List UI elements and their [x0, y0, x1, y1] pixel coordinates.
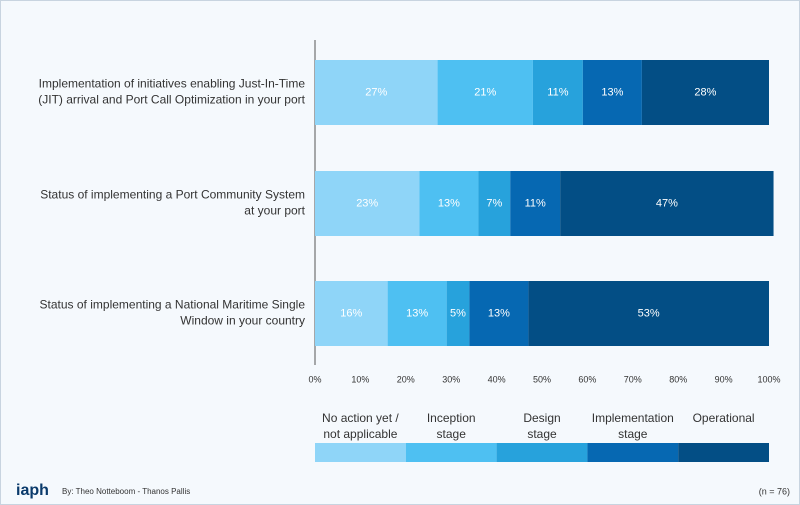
legend-label: Implementation stage — [592, 411, 674, 441]
x-tick-label: 10% — [351, 374, 369, 384]
x-tick-label: 100% — [757, 374, 780, 384]
bar-segment — [437, 60, 533, 125]
bar-segment — [510, 171, 561, 236]
bar-segment — [582, 60, 642, 125]
bar-segment — [315, 281, 388, 346]
legend-swatch — [678, 443, 769, 462]
bar-segment — [641, 60, 769, 125]
bar-segment — [387, 281, 447, 346]
bar-segment — [315, 171, 420, 236]
value-label: 53% — [638, 307, 660, 319]
bar-segment — [532, 60, 583, 125]
legend-swatch — [315, 443, 406, 462]
value-label: 11% — [547, 86, 568, 98]
x-tick-label: 50% — [533, 374, 551, 384]
credit: By: Theo Notteboom - Thanos Pallis — [62, 487, 190, 496]
value-label: 13% — [488, 307, 510, 319]
bar-segment — [560, 171, 774, 236]
x-tick-label: 40% — [488, 374, 506, 384]
x-tick-label: 90% — [715, 374, 733, 384]
value-label: 13% — [406, 307, 428, 319]
value-label: 21% — [474, 86, 496, 98]
x-tick-label: 70% — [624, 374, 642, 384]
bar-segment — [478, 171, 511, 236]
legend-swatch — [496, 443, 588, 462]
category-label: Status of implementing a National Mariti… — [40, 298, 306, 328]
value-label: 16% — [340, 307, 362, 319]
value-label: 23% — [356, 197, 378, 209]
value-label: 5% — [450, 307, 466, 319]
category-label: Status of implementing a Port Community … — [40, 188, 305, 218]
legend-label: No action yet / not applicable — [322, 411, 399, 441]
value-label: 13% — [438, 197, 460, 209]
bar-segment — [528, 281, 769, 346]
value-label: 11% — [525, 197, 546, 209]
category-label: Implementation of initiatives enabling J… — [38, 77, 305, 107]
x-tick-label: 0% — [308, 374, 321, 384]
value-label: 27% — [365, 86, 387, 98]
bar-segment — [315, 60, 438, 125]
legend-swatch — [587, 443, 679, 462]
sample-size: (n = 76) — [759, 486, 790, 496]
legend-label: Operational — [693, 411, 755, 425]
x-tick-label: 30% — [442, 374, 460, 384]
legend-swatch — [405, 443, 497, 462]
value-label: 28% — [694, 86, 716, 98]
x-tick-label: 20% — [397, 374, 415, 384]
logo: iaph — [16, 482, 49, 499]
value-label: 7% — [486, 197, 502, 209]
bar-segment — [469, 281, 529, 346]
x-tick-label: 80% — [669, 374, 687, 384]
legend-label: Design stage — [523, 411, 560, 441]
legend-label: Inception stage — [427, 411, 476, 441]
value-label: 13% — [601, 86, 623, 98]
value-label: 47% — [656, 197, 678, 209]
bar-segment — [446, 281, 470, 346]
bar-segment — [419, 171, 479, 236]
x-tick-label: 60% — [578, 374, 596, 384]
